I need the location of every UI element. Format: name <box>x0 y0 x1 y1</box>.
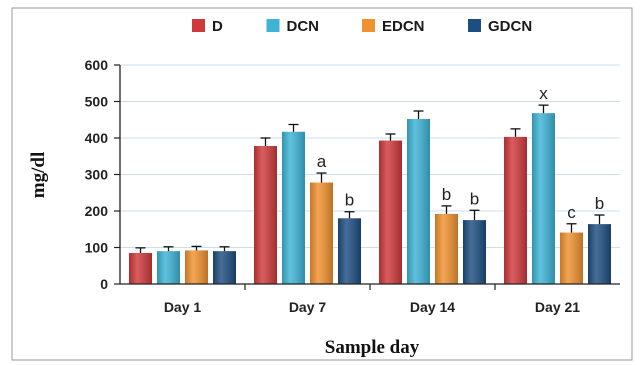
legend-label: DCN <box>287 18 320 35</box>
y-tick-label: 200 <box>85 203 109 219</box>
bar-shading <box>532 113 555 285</box>
bar-shading <box>310 182 333 284</box>
y-tick-label: 0 <box>100 276 108 292</box>
bar-shading <box>282 131 305 284</box>
bar-shading <box>338 218 361 284</box>
bar-shading <box>504 136 527 284</box>
bar-shading <box>213 251 236 284</box>
legend-swatch <box>362 19 375 32</box>
y-tick-label: 600 <box>85 57 109 73</box>
bar-shading <box>129 252 152 284</box>
significance-label: b <box>595 194 604 213</box>
bar-shading <box>463 220 486 284</box>
y-axis-title: mg/dl <box>28 152 49 198</box>
legend: D DCN EDCN GDCN <box>192 18 532 35</box>
x-category-label: Day 7 <box>289 299 327 315</box>
bar-shading <box>560 232 583 284</box>
significance-label: c <box>567 203 576 222</box>
bar-shading <box>379 140 402 284</box>
y-tick-label: 400 <box>85 130 109 146</box>
bar-shading <box>407 119 430 285</box>
y-tick-label: 300 <box>85 167 109 183</box>
legend-label: GDCN <box>488 18 532 35</box>
legend-label: D <box>212 18 223 35</box>
bar-shading <box>185 250 208 284</box>
legend-swatch <box>468 19 481 32</box>
bar-shading <box>435 213 458 284</box>
x-category-label: Day 21 <box>535 299 580 315</box>
legend-swatch <box>192 19 205 32</box>
legend-label: EDCN <box>382 18 425 35</box>
x-category-label: Day 14 <box>410 299 455 315</box>
significance-label: b <box>442 185 451 204</box>
x-axis-title: Sample day <box>325 337 420 358</box>
y-tick-label: 100 <box>85 240 109 256</box>
significance-label: b <box>470 189 479 208</box>
bar-shading <box>254 146 277 284</box>
x-category-label: Day 1 <box>164 299 202 315</box>
significance-label: b <box>345 191 354 210</box>
y-tick-label: 500 <box>85 94 109 110</box>
bar-shading <box>588 224 611 284</box>
bars: ab b bxc b <box>129 84 611 285</box>
significance-label: x <box>539 84 548 103</box>
significance-label: a <box>317 152 327 171</box>
axes: 0 100 200 300 400 500 600 Day 1 Day 7 Day 14 Day 2… <box>85 57 620 315</box>
bar-shading <box>157 251 180 284</box>
legend-swatch <box>266 19 280 32</box>
